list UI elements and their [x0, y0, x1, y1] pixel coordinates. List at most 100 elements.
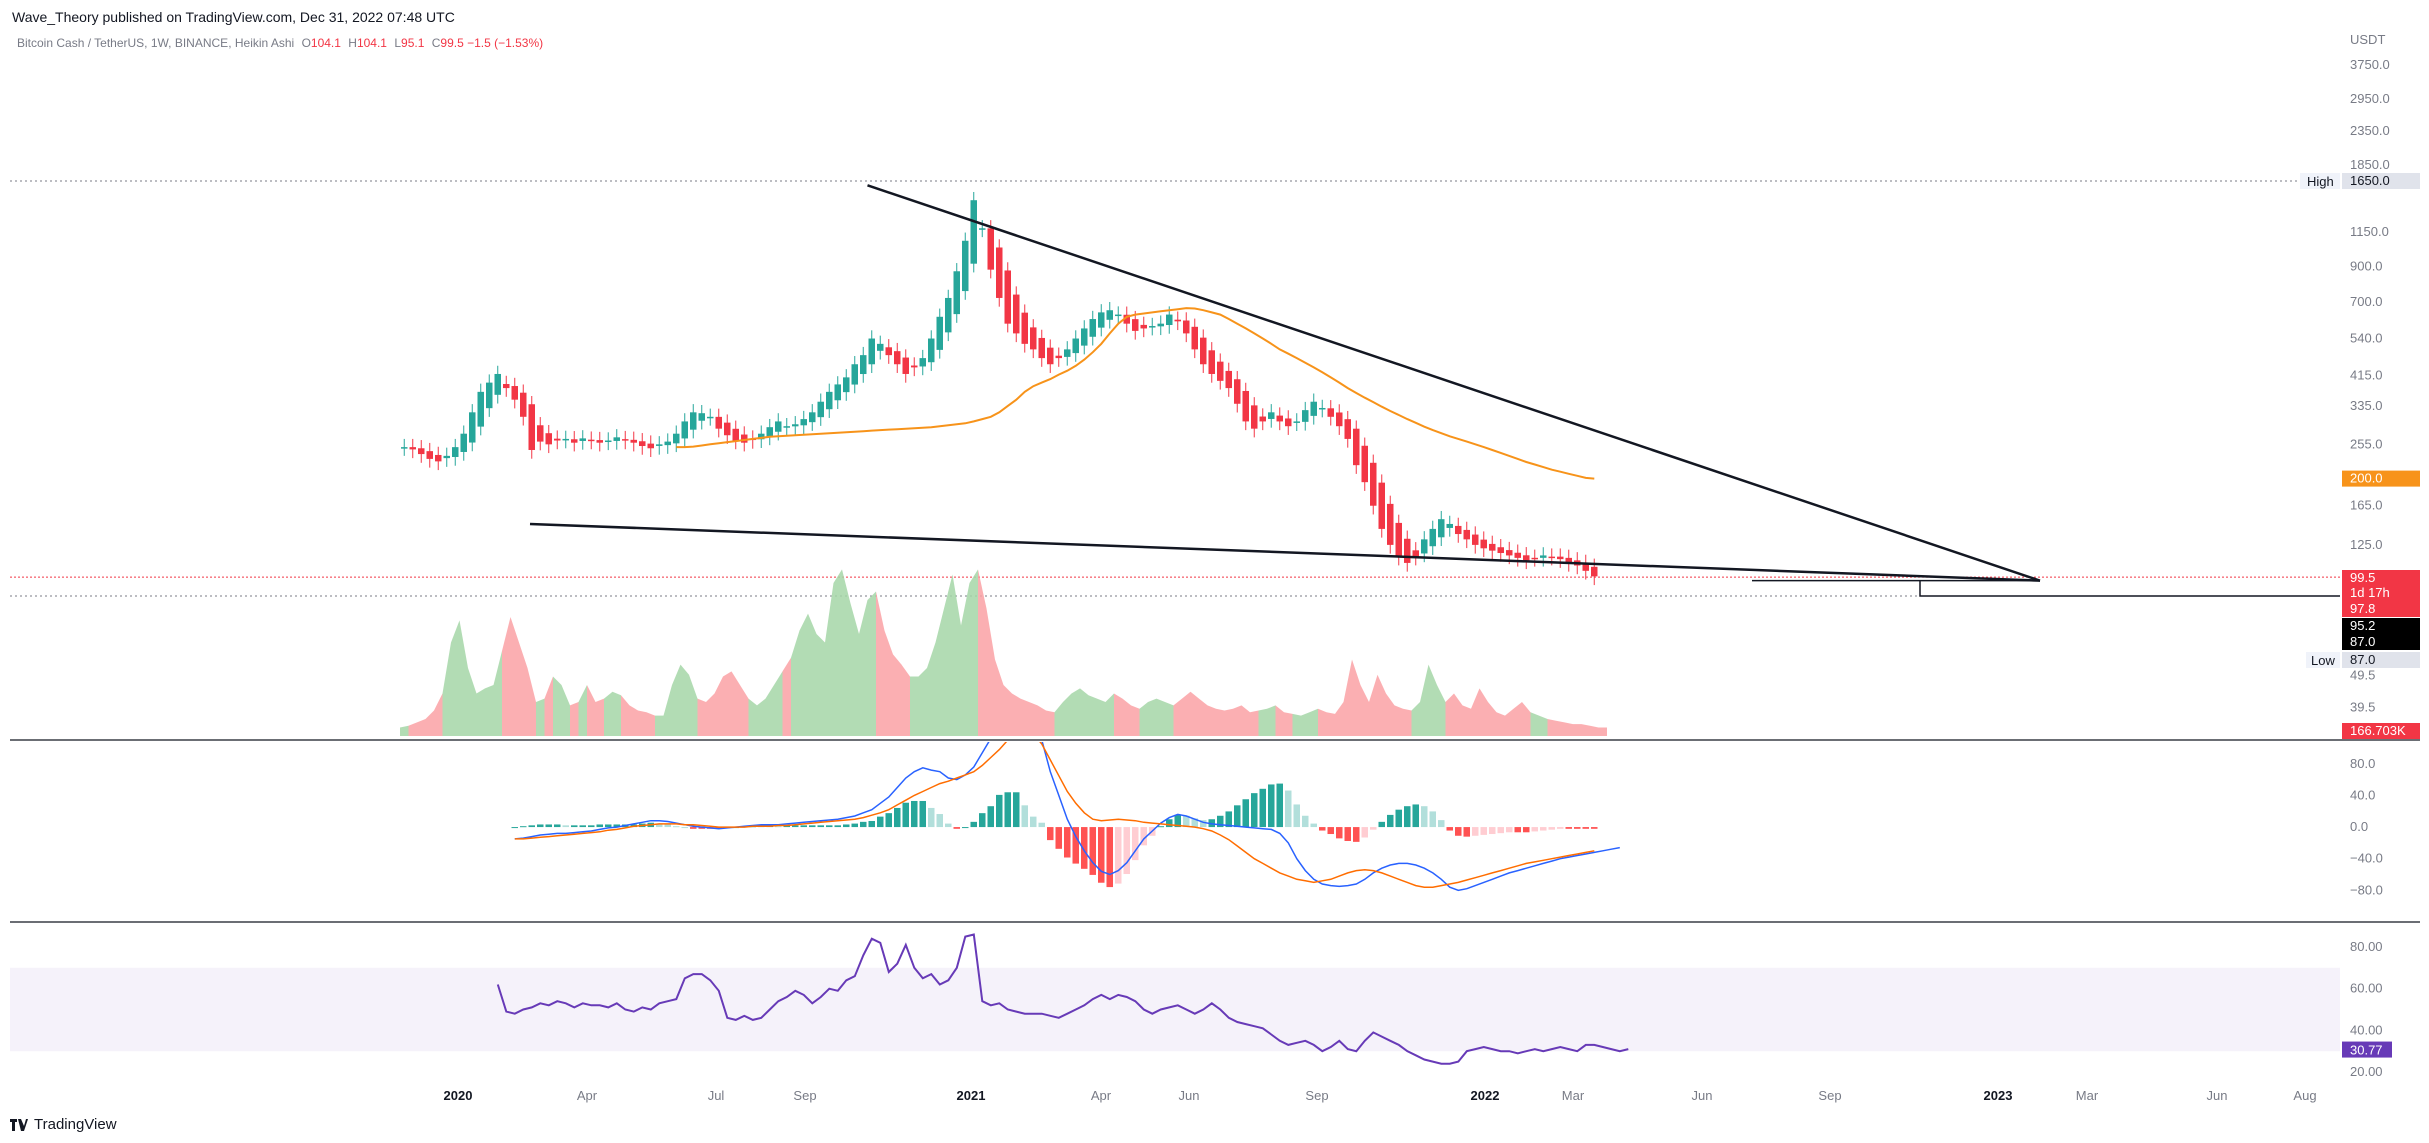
volume-area-segment	[1326, 712, 1335, 736]
candle-body	[953, 271, 960, 315]
volume-area-segment	[1139, 702, 1148, 736]
price-tick-label: 900.0	[2350, 259, 2383, 274]
footer-brand[interactable]: TradingView	[10, 1116, 117, 1133]
volume-area-segment	[1105, 693, 1114, 736]
macd-histogram-bar	[1344, 827, 1351, 841]
candle-body	[1174, 319, 1181, 322]
candle-body	[1242, 390, 1249, 422]
symbol-title: Bitcoin Cash / TetherUS, 1W, BINANCE, He…	[17, 36, 295, 50]
volume-area-segment	[1114, 693, 1123, 736]
volume-area-segment	[918, 668, 927, 736]
macd-histogram-bar	[1395, 809, 1402, 828]
volume-area-segment	[1071, 688, 1080, 736]
candle-body	[783, 426, 790, 428]
price-tick-label: 39.5	[2350, 699, 2375, 714]
candle-body	[630, 439, 637, 443]
rsi-tick-label: 60.00	[2350, 981, 2383, 996]
volume-area-segment	[952, 574, 961, 736]
candle-body	[1438, 519, 1445, 538]
candle-body	[1140, 324, 1147, 329]
level-a-tag-bg	[2342, 601, 2420, 617]
volume-area-segment	[1471, 688, 1480, 736]
candle-body	[1038, 337, 1045, 359]
candle-body	[1285, 418, 1292, 427]
candle-body	[1557, 556, 1564, 560]
candle-body	[1157, 323, 1164, 327]
price-axis[interactable]: 3750.0 2950.0 2350.0 1850.0 1150.0 900.0 700.0…	[2300, 32, 2420, 739]
volume-area-segment	[706, 693, 715, 736]
macd-histogram-bar	[1446, 827, 1453, 831]
volume-area-segment	[1003, 685, 1012, 736]
macd-histogram-bar	[945, 823, 952, 828]
macd-histogram-bar	[562, 825, 569, 828]
volume-area-segment	[663, 685, 672, 736]
rsi-value-tag: 30.77	[2350, 1043, 2383, 1058]
volume-area-segment	[1386, 693, 1395, 736]
candle-body	[571, 439, 578, 443]
volume-area-segment	[1581, 724, 1590, 736]
tradingview-logo-icon	[10, 1118, 28, 1131]
rsi-pane[interactable]: 80.00 60.00 40.00 20.00 30.77	[10, 933, 2392, 1080]
volume-area-segment	[1335, 702, 1344, 736]
candle-body	[1506, 550, 1513, 556]
volume-value-tag-bg	[2342, 723, 2420, 739]
candle-body	[554, 438, 561, 441]
candle-body	[868, 338, 875, 365]
volume-area-segment	[1428, 664, 1437, 736]
volume-area-segment	[442, 642, 451, 736]
volume-area-segment	[1122, 698, 1131, 736]
volume-area-segment	[825, 583, 834, 736]
volume-area-segment	[1411, 702, 1420, 736]
macd-histogram-bar	[1429, 811, 1436, 828]
candle-body	[1047, 347, 1054, 365]
volume-area-segment	[1403, 708, 1412, 736]
volume-area-segment	[553, 676, 562, 736]
macd-histogram-bar	[1089, 827, 1096, 875]
macd-histogram-bar	[1310, 823, 1317, 828]
candle-body	[843, 377, 850, 393]
candle-body	[452, 447, 459, 457]
macd-histogram-bar	[902, 802, 909, 828]
candle-body	[1208, 350, 1215, 374]
macd-pane[interactable]: 80.0 40.0 0.0 −40.0 −80.0	[511, 701, 2383, 898]
candle-body	[996, 247, 1003, 298]
candle-body	[1421, 539, 1428, 554]
time-tick-label: Aug	[2293, 1088, 2316, 1103]
macd-histogram-bar	[792, 825, 799, 828]
candle-body	[1030, 327, 1037, 350]
volume-area-segment	[944, 574, 953, 736]
volume-area-segment	[1394, 705, 1403, 736]
macd-histogram-bar	[1548, 827, 1555, 830]
volume-area-segment	[1598, 727, 1607, 736]
macd-histogram-bar	[1191, 818, 1198, 828]
price-pane[interactable]	[10, 180, 2420, 923]
time-axis[interactable]: 2020 Apr Jul Sep 2021 Apr Jun Sep 2022 Mar Jun Sep 2…	[444, 1088, 2317, 1103]
volume-area-segment	[842, 569, 851, 736]
high-value-tag-bg	[2342, 173, 2420, 189]
macd-histogram-bar	[1217, 815, 1224, 828]
macd-histogram-bar	[868, 820, 875, 828]
volume-area-segment	[791, 630, 800, 736]
macd-histogram-bar	[1387, 814, 1394, 828]
volume-area-segment	[765, 685, 774, 736]
volume-area-segment	[723, 671, 732, 736]
candle-body	[1378, 482, 1385, 529]
candle-body	[426, 451, 433, 459]
volume-area-segment	[587, 685, 596, 736]
volume-area-segment	[1505, 708, 1514, 736]
countdown-tag: 1d 17h	[2350, 585, 2390, 600]
macd-histogram-bar	[834, 825, 841, 828]
volume-area-segment	[748, 698, 757, 736]
volume-area-segment	[986, 608, 995, 736]
macd-histogram-bar	[979, 813, 986, 828]
candle-body	[1234, 379, 1241, 404]
candle-body	[545, 433, 552, 445]
price-tick-label: 1150.0	[2350, 224, 2389, 239]
moving-average-line	[676, 307, 1595, 480]
candle-body	[1268, 412, 1275, 419]
volume-area-segment	[1539, 715, 1548, 736]
volume-area-segment	[1479, 688, 1488, 736]
level-b-tag: 95.2	[2350, 618, 2375, 633]
volume-area-segment	[859, 600, 868, 736]
